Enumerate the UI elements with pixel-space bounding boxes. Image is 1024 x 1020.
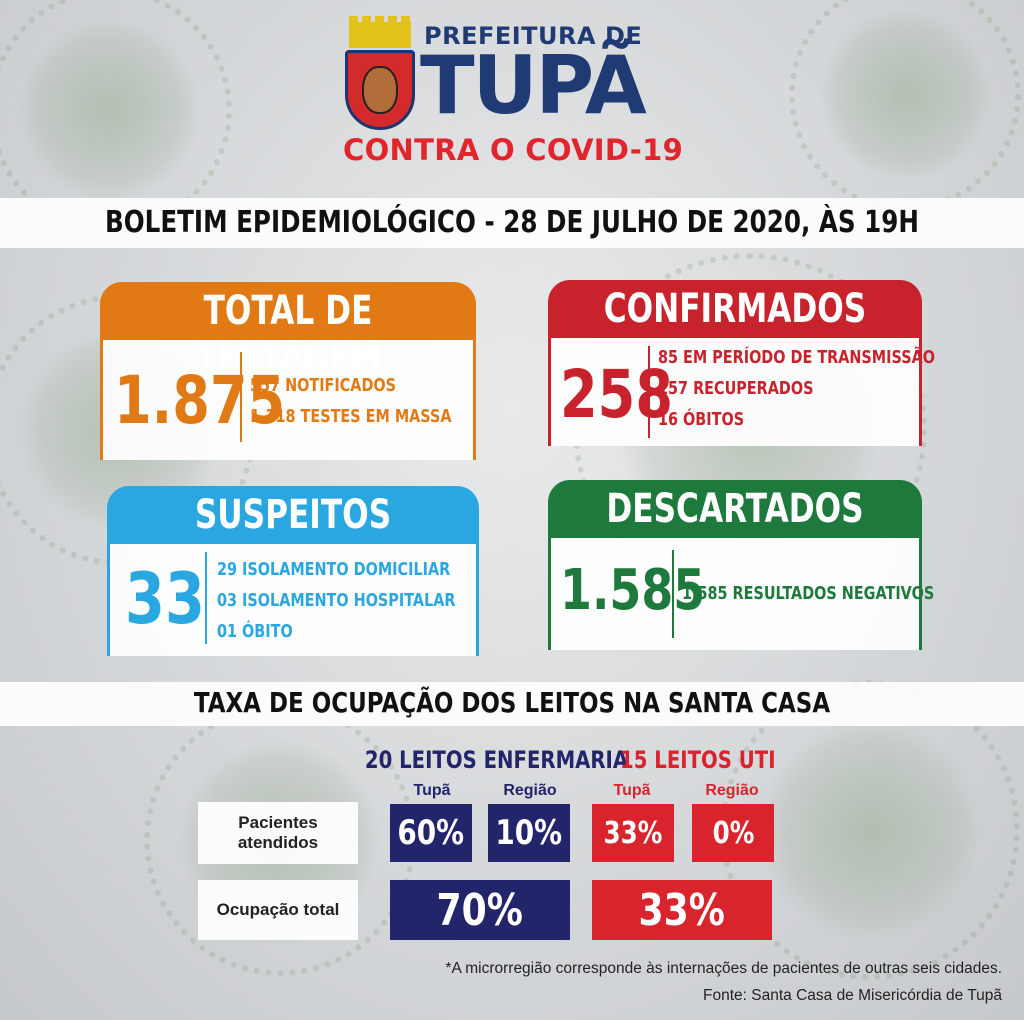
virus-illustration [789,0,1021,211]
card-confirmed: CONFIRMADOS 258 85 EM PERÍODO DE TRANSMI… [548,280,935,446]
card-details: 29 ISOLAMENTO DOMICILIAR 03 ISOLAMENTO H… [217,559,456,642]
card-value: 1.585 [560,558,706,623]
card-suspected: SUSPEITOS 33 29 ISOLAMENTO DOMICILIAR 03… [107,486,479,656]
card-testing-header: TOTAL DE TESTAGEM [100,282,476,380]
ward-header: 20 LEITOS ENFERMARIA [364,746,629,774]
card-title: SUSPEITOS [194,492,392,538]
row-label-patients: Pacientes atendidos [198,802,358,864]
sub-tupa-ward: Tupã [413,782,451,799]
header-campaign: CONTRA O COVID-19 [343,133,684,167]
cell-ward-regiao: 10% [488,804,570,862]
card-discarded-header: DESCARTADOS [548,480,922,538]
bulletin-band [0,198,1024,248]
virus-illustration [720,680,1020,980]
divider [240,352,242,442]
divider [672,550,674,638]
occupancy-title: TAXA DE OCUPAÇÃO DOS LEITOS NA SANTA CAS… [193,686,831,719]
footnote: *A microrregião corresponde às internaçõ… [445,960,1002,977]
city-coat-of-arms [345,16,415,130]
card-details: 557 NOTIFICADOS 1.318 TESTES EM MASSA [250,375,452,427]
cell-ward-tupa: 60% [390,804,472,862]
bulletin-title: BOLETIM EPIDEMIOLÓGICO - 28 DE JULHO DE … [104,205,920,240]
card-value: 258 [560,356,673,433]
sub-tupa-icu: Tupã [613,782,651,799]
card-discarded: DESCARTADOS 1.585 1.585 RESULTADOS NEGAT… [548,480,934,650]
sub-regiao-icu: Região [705,782,759,799]
cell-icu-total: 33% [592,880,772,940]
row-label-total: Ocupação total [198,880,358,940]
cell-ward-total: 70% [390,880,570,940]
card-title: CONFIRMADOS [603,286,867,332]
divider [205,552,207,644]
card-testing: TOTAL DE TESTAGEM 1.875 557 NOTIFICADOS … [100,282,476,460]
virus-illustration [0,0,233,233]
sub-regiao-ward: Região [503,782,557,799]
card-details: 1.585 RESULTADOS NEGATIVOS [682,583,935,604]
card-details: 85 EM PERÍODO DE TRANSMISSÃO 157 RECUPER… [658,347,935,430]
card-title: DESCARTADOS [606,486,864,532]
cell-icu-regiao: 0% [692,804,774,862]
source: Fonte: Santa Casa de Misericórdia de Tup… [703,987,1002,1004]
icu-header: 15 LEITOS UTI [620,746,776,774]
occupancy-band [0,682,1024,726]
card-suspected-header: SUSPEITOS [107,486,479,544]
card-value: 1.875 [114,362,286,439]
header-prefix: PREFEITURA DE [424,22,643,50]
divider [648,346,650,438]
cell-icu-tupa: 33% [592,804,674,862]
card-value: 33 [125,558,205,640]
header-city: TUPÃ [420,39,647,132]
card-confirmed-header: CONFIRMADOS [548,280,922,338]
